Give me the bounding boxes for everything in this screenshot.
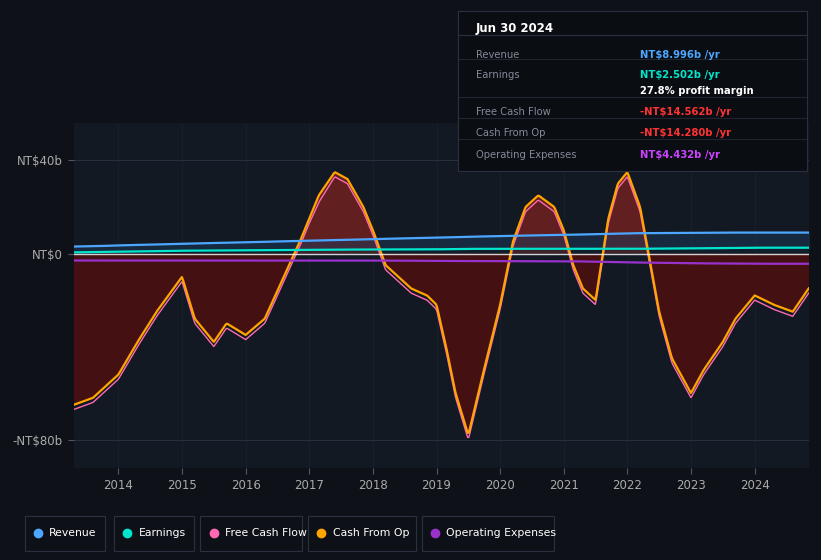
Text: Earnings: Earnings xyxy=(475,70,519,80)
FancyBboxPatch shape xyxy=(114,516,194,551)
Text: Revenue: Revenue xyxy=(475,49,519,59)
Text: Jun 30 2024: Jun 30 2024 xyxy=(475,22,553,35)
Text: -NT$14.562b /yr: -NT$14.562b /yr xyxy=(640,107,731,117)
Text: -NT$14.280b /yr: -NT$14.280b /yr xyxy=(640,128,731,138)
Text: 27.8% profit margin: 27.8% profit margin xyxy=(640,86,753,96)
FancyBboxPatch shape xyxy=(422,516,554,551)
Text: NT$8.996b /yr: NT$8.996b /yr xyxy=(640,49,719,59)
Text: Cash From Op: Cash From Op xyxy=(333,529,409,538)
Text: NT$2.502b /yr: NT$2.502b /yr xyxy=(640,70,719,80)
Text: Free Cash Flow: Free Cash Flow xyxy=(475,107,550,117)
FancyBboxPatch shape xyxy=(200,516,302,551)
Text: Revenue: Revenue xyxy=(49,529,97,538)
Text: Earnings: Earnings xyxy=(139,529,186,538)
Text: NT$4.432b /yr: NT$4.432b /yr xyxy=(640,150,719,160)
Text: Operating Expenses: Operating Expenses xyxy=(447,529,557,538)
Text: Free Cash Flow: Free Cash Flow xyxy=(225,529,306,538)
Text: Operating Expenses: Operating Expenses xyxy=(475,150,576,160)
FancyBboxPatch shape xyxy=(308,516,415,551)
FancyBboxPatch shape xyxy=(25,516,105,551)
Text: Cash From Op: Cash From Op xyxy=(475,128,545,138)
